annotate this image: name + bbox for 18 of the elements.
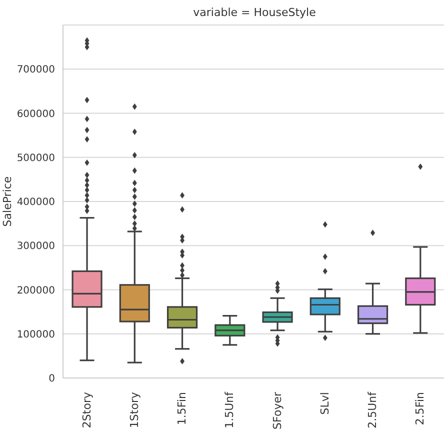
y-tick-label: 300000 (16, 241, 55, 252)
x-tick-label: SFoyer (270, 392, 284, 430)
y-axis-title: SalePrice (0, 176, 14, 227)
x-tick-label: 2.5Fin (414, 392, 427, 426)
y-tick-label: 100000 (16, 329, 55, 340)
y-tick-label: 200000 (16, 285, 55, 296)
chart-title: variable = HouseStyle (192, 6, 317, 19)
x-tick-label: 1.5Fin (176, 392, 189, 426)
y-tick-label: 600000 (16, 108, 55, 120)
y-tick-label: 400000 (16, 197, 55, 208)
x-tick-label: 2Story (80, 392, 94, 428)
y-tick-label: 0 (48, 374, 55, 385)
x-tick-label: 1Story (128, 392, 141, 428)
x-tick-label: SLvl (318, 392, 332, 415)
x-tick-label: 2.5Unf (366, 390, 380, 428)
y-tick-label: 700000 (16, 64, 55, 76)
y-tick-label: 500000 (16, 152, 55, 164)
x-tick-label: 1.5Unf (223, 390, 236, 428)
